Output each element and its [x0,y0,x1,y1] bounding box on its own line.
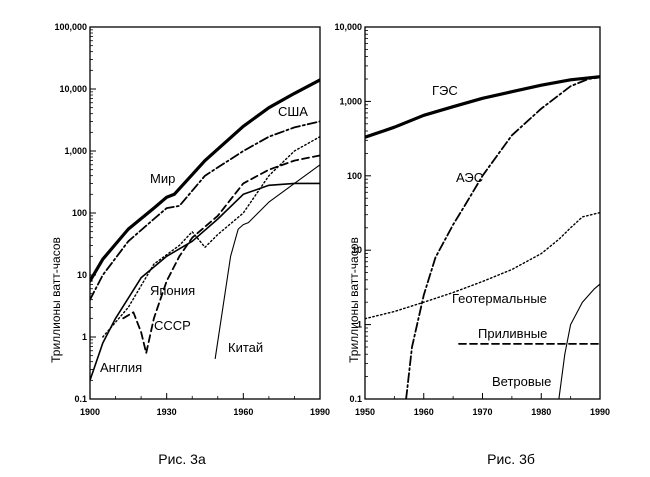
series-label: Япония [150,283,195,298]
y-tick-label: 10,000 [59,84,87,94]
y-tick-label: 1 [357,320,362,330]
y-tick-label: 0.1 [349,394,362,404]
chart-panel-a: 0.1 1 10 100 1,000 10,000 100,000 1900 1930 1960 1… [49,22,330,467]
series-line [90,120,320,301]
series-label: Китай [228,340,263,355]
series-label: СССР [154,318,191,333]
figure-caption: Рис. 3а [158,451,206,467]
series-line [365,75,600,139]
chart-panel-b: 0.1 1 10 100 1,000 10,000 1950 1960 1970 1980 1990… [334,22,610,467]
series-line [102,136,320,338]
y-tick-label: 100 [347,171,362,181]
y-tick-label: 10 [77,270,87,280]
series-label: ГЭС [432,83,458,98]
x-tick-label: 1960 [233,407,253,417]
series-label: Ветровые [492,374,551,389]
x-tick-label: 1970 [472,407,492,417]
y-tick-label: 1,000 [339,96,362,106]
y-tick-label: 100,000 [54,22,87,32]
series-line [90,182,320,382]
x-tick-label: 1990 [310,407,330,417]
x-tick-label: 1990 [590,407,610,417]
x-tick-label: 1950 [355,407,375,417]
y-tick-label: 1 [82,332,87,342]
series-label: Мир [150,171,175,186]
figure-caption: Рис. 3б [487,451,535,467]
series-line [365,211,600,320]
series-label: АЭС [456,170,483,185]
series-line [90,78,320,283]
x-tick-label: 1930 [157,407,177,417]
series-line [558,283,600,399]
y-tick-label: 100 [72,208,87,218]
y-tick-label: 0.1 [74,394,87,404]
series-label: Англия [100,360,142,375]
series-label: США [278,104,308,119]
y-axis-label: Триллионы ватт-часов [347,237,361,363]
y-tick-label: 10 [352,245,362,255]
x-tick-label: 1960 [414,407,434,417]
series-label: Приливные [478,326,547,341]
series-line [214,164,320,360]
y-axis-label: Триллионы ватт-часов [49,237,63,363]
y-tick-label: 10,000 [334,22,362,32]
series-line [405,76,600,399]
x-tick-label: 1900 [80,407,100,417]
series-line [122,154,320,354]
x-tick-label: 1980 [531,407,551,417]
plot-frame [89,26,321,400]
y-tick-label: 1,000 [64,146,87,156]
series-label: Геотермальные [452,291,547,306]
